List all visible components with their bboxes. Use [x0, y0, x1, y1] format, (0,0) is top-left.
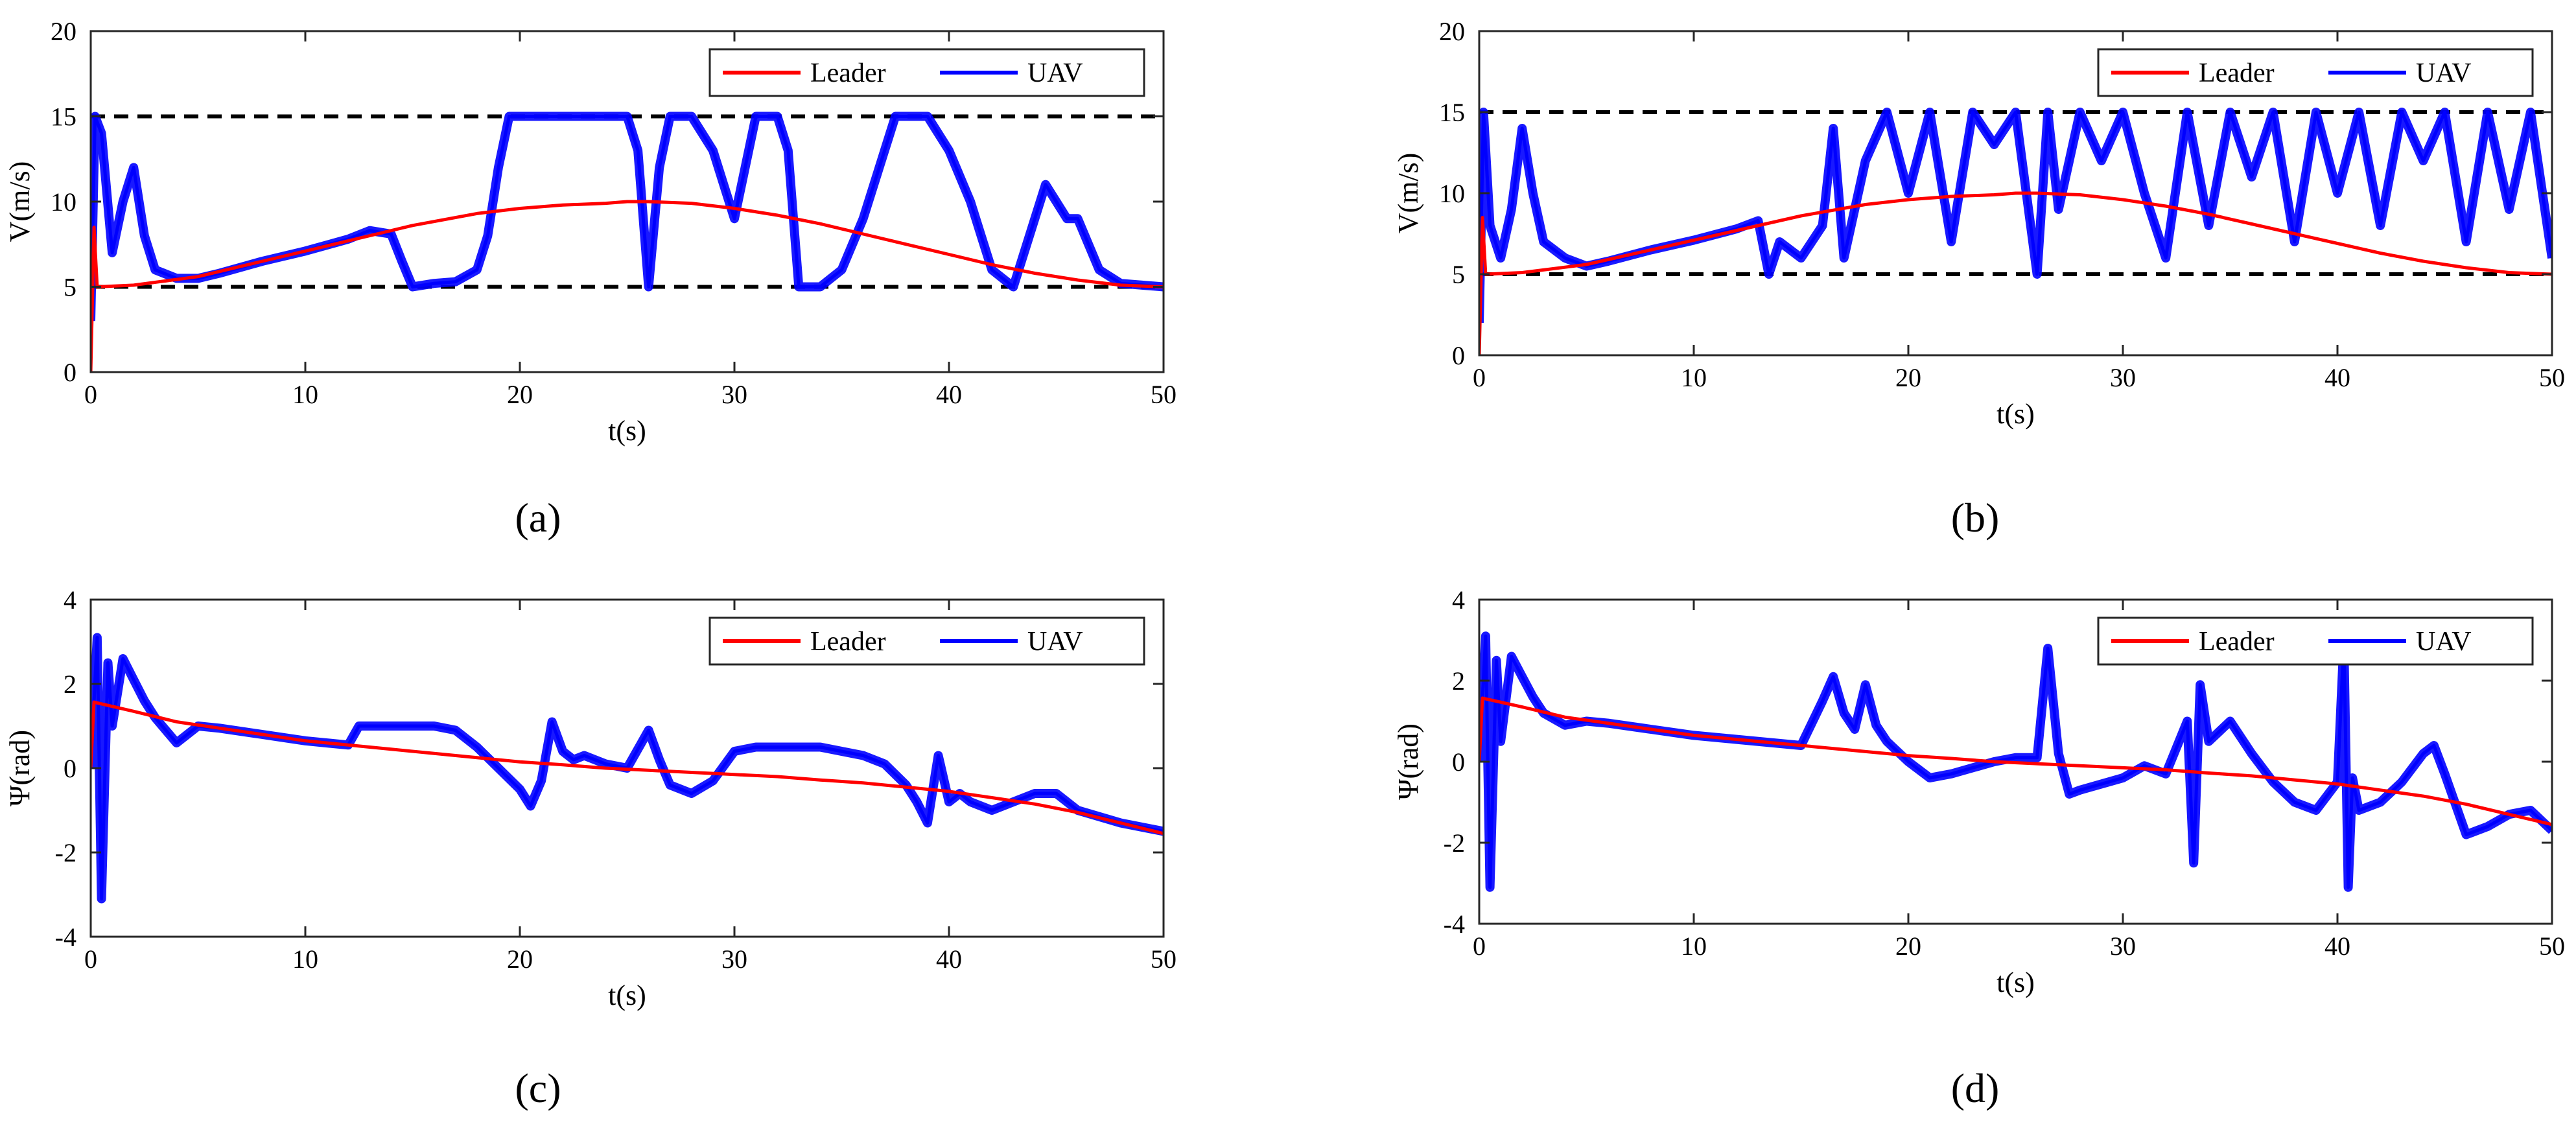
x-tick-label: 40	[2324, 363, 2350, 392]
x-tick-label: 30	[2110, 932, 2136, 961]
y-tick-label: 4	[64, 585, 76, 615]
y-tick-label: 20	[1439, 17, 1465, 46]
x-tick-label: 10	[292, 380, 318, 409]
x-tick-label: 40	[2324, 932, 2350, 961]
legend-label-uav: UAV	[2416, 627, 2472, 657]
series-line-leader	[91, 200, 1164, 372]
y-tick-label: -4	[55, 922, 76, 952]
y-tick-label: 5	[1452, 260, 1465, 289]
y-tick-label: 5	[64, 273, 76, 302]
legend-label-uav: UAV	[2416, 58, 2472, 88]
x-tick-label: 50	[1151, 944, 1177, 974]
x-tick-label: 0	[84, 944, 97, 974]
series-line-leader	[1479, 696, 2552, 827]
legend-label-leader: Leader	[810, 627, 886, 657]
panel-caption: (a)	[515, 495, 561, 541]
legend-label-leader: Leader	[2199, 58, 2275, 88]
y-axis-label: Ψ(rad)	[1392, 723, 1424, 800]
series-line-uav	[91, 636, 1164, 900]
y-tick-label: 0	[64, 358, 76, 387]
y-tick-label: 10	[51, 187, 76, 217]
chart-panel-a: 0 10 20 30 40 50 0 5 10 15 20 t(s) V(m/s) Leader UAV (a…	[4, 17, 1177, 541]
legend-label-leader: Leader	[2199, 627, 2275, 657]
x-tick-label: 50	[2539, 363, 2565, 392]
x-tick-label: 20	[507, 380, 533, 409]
panel-caption: (c)	[515, 1065, 561, 1111]
x-tick-label: 40	[936, 380, 962, 409]
x-axis-label: t(s)	[608, 415, 646, 447]
plot-data	[91, 633, 1164, 904]
y-tick-label: 15	[51, 102, 76, 132]
y-axis-label: V(m/s)	[1392, 153, 1424, 234]
x-tick-label: 20	[1895, 363, 1921, 392]
legend-label-leader: Leader	[810, 58, 886, 88]
x-tick-label: 20	[1895, 932, 1921, 961]
y-tick-label: 15	[1439, 98, 1465, 127]
y-tick-label: 20	[51, 17, 76, 46]
y-tick-label: 0	[64, 754, 76, 783]
chart-panel-b: 0 10 20 30 40 50 0 5 10 15 20 t(s) V(m/s) Leader UAV (b…	[1392, 17, 2565, 541]
y-tick-label: 10	[1439, 179, 1465, 208]
y-tick-label: 2	[64, 670, 76, 699]
x-tick-label: 0	[84, 380, 97, 409]
x-tick-label: 10	[1681, 363, 1707, 392]
panel-caption: (b)	[1951, 495, 2000, 541]
y-tick-label: 4	[1452, 585, 1465, 615]
legend: Leader UAV	[2097, 616, 2534, 666]
x-axis-label: t(s)	[608, 979, 646, 1011]
y-tick-label: -4	[1444, 909, 1465, 939]
x-tick-label: 20	[507, 944, 533, 974]
chart-panel-d: 0 10 20 30 40 50 -4 -2 0 2 4 t(s) Ψ(rad) Leader UAV (d)	[1392, 585, 2565, 1111]
y-tick-label: -2	[1444, 828, 1465, 858]
legend-box	[2097, 616, 2534, 666]
x-axis-label: t(s)	[1996, 967, 2035, 998]
x-tick-label: 50	[2539, 932, 2565, 961]
y-tick-label: -2	[55, 838, 76, 867]
x-tick-label: 30	[721, 944, 747, 974]
x-tick-label: 0	[1473, 363, 1486, 392]
y-axis-label: Ψ(rad)	[4, 730, 36, 806]
plot-data	[1479, 631, 2552, 892]
plot-data	[1479, 108, 2552, 355]
legend-label-uav: UAV	[1027, 627, 1083, 657]
x-tick-label: 50	[1151, 380, 1177, 409]
y-axis-label: V(m/s)	[4, 161, 36, 242]
legend: Leader UAV	[708, 48, 1145, 97]
series-line-leader	[91, 700, 1164, 836]
panel-caption: (d)	[1951, 1065, 2000, 1111]
x-tick-label: 30	[2110, 363, 2136, 392]
y-tick-label: 0	[1452, 747, 1465, 777]
series-line-leader	[1479, 191, 2552, 355]
x-axis-label: t(s)	[1996, 398, 2035, 430]
legend-label-uav: UAV	[1027, 58, 1083, 88]
legend: Leader UAV	[708, 616, 1145, 666]
x-tick-label: 10	[292, 944, 318, 974]
y-tick-label: 2	[1452, 666, 1465, 696]
plot-data	[91, 111, 1164, 372]
x-tick-label: 0	[1473, 932, 1486, 961]
legend: Leader UAV	[2097, 48, 2534, 97]
x-tick-label: 40	[936, 944, 962, 974]
x-tick-label: 10	[1681, 932, 1707, 961]
y-tick-label: 0	[1452, 341, 1465, 370]
x-tick-label: 30	[721, 380, 747, 409]
chart-panel-c: 0 10 20 30 40 50 -4 -2 0 2 4 t(s) Ψ(rad) Leader UAV (c)	[4, 585, 1177, 1111]
